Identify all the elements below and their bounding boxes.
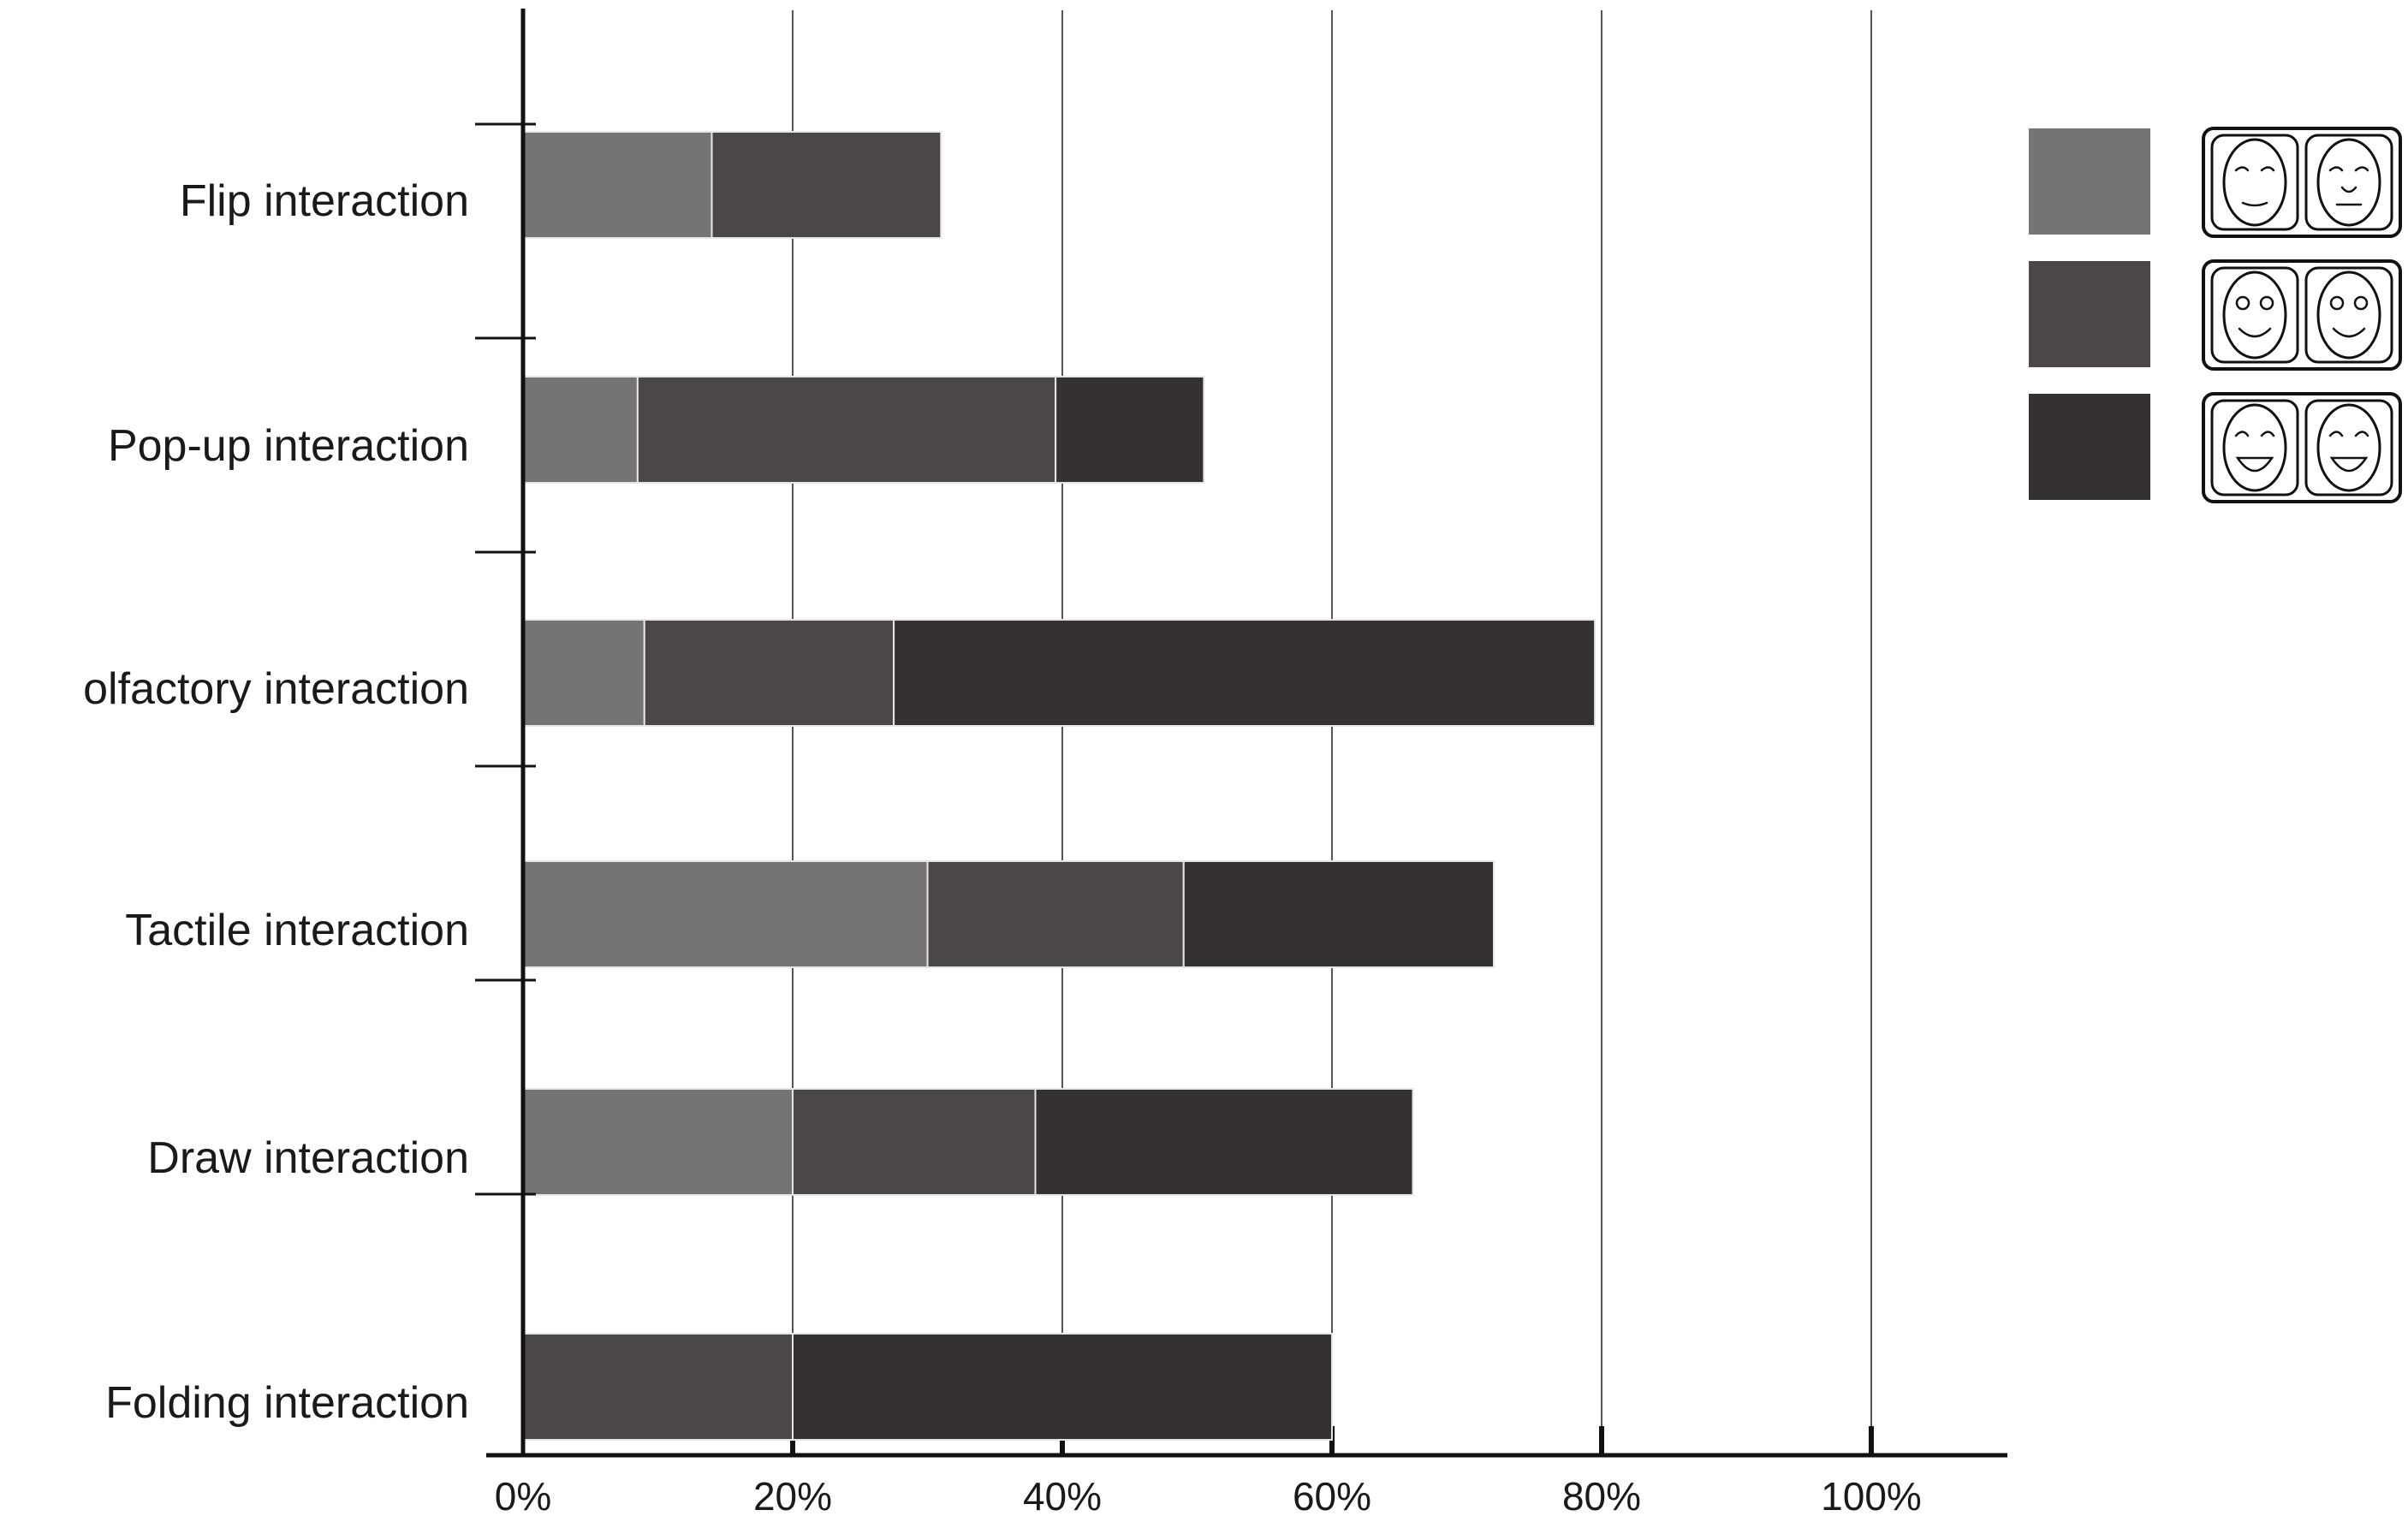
x-tick-label: 60%	[1293, 1474, 1371, 1516]
legend-swatch-2	[2029, 261, 2150, 367]
bar-segment-2-3	[643, 619, 895, 727]
category-label: Draw interaction	[147, 1133, 469, 1183]
face-eyes	[2234, 166, 2275, 172]
category-label: olfactory interaction	[83, 664, 469, 714]
category-label: Tactile interaction	[125, 906, 469, 955]
face-mouth	[2238, 327, 2272, 338]
bar-segment-1-1	[522, 131, 713, 239]
bar-segment-1-5	[522, 1088, 794, 1196]
face-mouth	[2235, 456, 2274, 473]
face-eye	[2329, 295, 2345, 311]
bar-segment-2-1	[711, 131, 942, 239]
bar-segment-1-3	[522, 619, 645, 727]
face-eye	[2235, 295, 2250, 311]
gridlines	[790, 10, 1874, 1455]
axes	[475, 9, 2007, 1458]
bar-segment-3-6	[792, 1333, 1333, 1441]
face-eye	[2353, 295, 2369, 311]
bar-segment-3-4	[1182, 860, 1495, 968]
legend-swatch-3	[2029, 394, 2150, 500]
bar-segment-3-3	[893, 619, 1596, 727]
smiling-faces-icon	[2202, 259, 2402, 371]
face-outline	[2316, 403, 2381, 492]
face-eyes	[2234, 431, 2275, 437]
category-label: Flip interaction	[180, 176, 469, 226]
face-mouth	[2335, 186, 2363, 206]
bar-segment-2-6	[522, 1333, 794, 1441]
x-tick-label: 80%	[1562, 1474, 1641, 1516]
x-tick-label: 100%	[1821, 1474, 1922, 1516]
x-tick-label: 0%	[495, 1474, 551, 1516]
x-tick-label: 20%	[753, 1474, 832, 1516]
laughing-faces-icon	[2202, 392, 2402, 503]
face-outline	[2316, 138, 2381, 227]
face-eyes	[2328, 431, 2369, 437]
face-outline	[2222, 271, 2287, 360]
legend	[2029, 127, 2402, 503]
category-label: Folding interaction	[105, 1378, 469, 1428]
face-mouth	[2332, 327, 2366, 338]
calm-faces-icon	[2202, 127, 2402, 238]
category-label: Pop-up interaction	[108, 421, 469, 471]
legend-swatch-1	[2029, 128, 2150, 235]
face-outline	[2316, 271, 2381, 360]
face-eye	[2259, 295, 2274, 311]
bar-segment-2-2	[636, 376, 1057, 484]
face-mouth	[2241, 201, 2268, 207]
bar-segment-1-2	[522, 376, 639, 484]
bars	[522, 131, 1596, 1441]
bar-segment-2-4	[926, 860, 1185, 968]
face-outline	[2222, 138, 2287, 227]
face-mouth	[2329, 456, 2369, 473]
x-tick-labels: 0% 20% 40% 60% 80% 100%	[495, 1474, 1922, 1516]
category-labels: Flip interaction Pop-up interaction olfact…	[83, 176, 469, 1428]
bar-segment-3-5	[1034, 1088, 1414, 1196]
bar-segment-3-2	[1055, 376, 1205, 484]
x-tick-label: 40%	[1023, 1474, 1102, 1516]
face-eyes	[2328, 166, 2369, 172]
face-outline	[2222, 403, 2287, 492]
bar-segment-2-5	[792, 1088, 1037, 1196]
bar-segment-1-4	[522, 860, 929, 968]
